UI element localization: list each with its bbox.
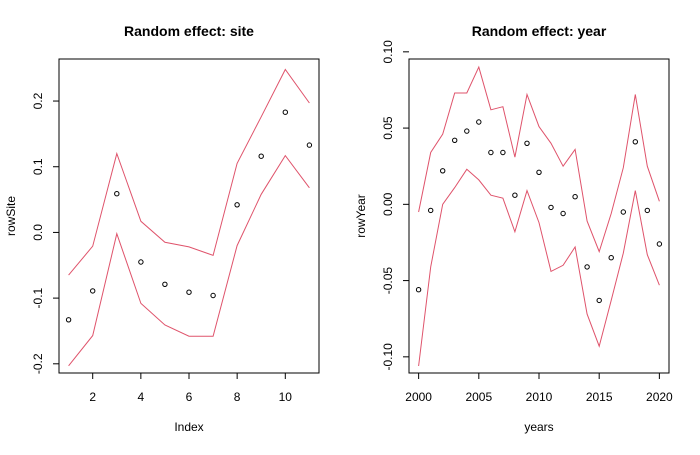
x-tick-label-site: 4 (138, 390, 145, 404)
data-point-site (65, 317, 72, 323)
data-point-site (138, 259, 144, 265)
data-point-year (596, 297, 602, 304)
x-tick-label-site: 8 (234, 390, 241, 404)
x-tick-label-site: 10 (279, 390, 293, 404)
data-point-year (464, 128, 470, 134)
data-point-year (644, 207, 650, 214)
y-axis-label-year: rowYear (354, 194, 368, 238)
y-tick-label-year: 0.05 (381, 116, 395, 140)
upper-bound-line-year (418, 65, 660, 254)
y-tick-label-year: -0.05 (381, 267, 395, 295)
data-point-year (488, 149, 494, 156)
y-tick-label-year: 0.00 (381, 192, 395, 216)
data-point-year (584, 264, 590, 270)
data-point-year (512, 192, 518, 198)
data-point-site (282, 109, 288, 115)
y-axis-label-site: rowSite (4, 196, 18, 236)
x-tick-label-site: 2 (89, 390, 96, 404)
data-point-year (572, 194, 578, 200)
data-point-site (114, 191, 120, 197)
x-tick-label-year: 2020 (646, 390, 673, 404)
y-tick-label-site: 0.1 (31, 158, 45, 175)
chart-marks-year: 2000 2005 2010 2015 2020 -0.10 -0.05 0.00 0.05 0.… (381, 40, 673, 404)
data-point-year (428, 207, 434, 214)
x-tick-label-year: 2000 (405, 390, 432, 404)
data-point-year (452, 137, 458, 144)
data-point-year (536, 169, 542, 176)
y-tick-label-year: 0.10 (381, 40, 395, 64)
data-point-site (186, 289, 192, 295)
data-point-site (90, 288, 96, 294)
data-point-year (620, 209, 626, 215)
data-point-year (415, 287, 422, 293)
data-point-year (476, 119, 482, 125)
x-tick-label-year: 2005 (465, 390, 492, 404)
lower-bound-line-site (68, 154, 310, 367)
y-tick-label-year: -0.10 (381, 343, 395, 371)
x-tick-label-site: 6 (186, 390, 193, 404)
chart-title-site: Random effect: site (124, 23, 254, 39)
data-point-site (306, 142, 313, 148)
y-tick-label-site: 0.0 (31, 224, 45, 241)
data-point-year (656, 241, 663, 247)
data-point-year (608, 255, 614, 261)
data-point-site (234, 202, 240, 208)
data-point-year (440, 168, 446, 174)
chart-title-year: Random effect: year (472, 23, 607, 39)
data-point-year (548, 204, 554, 211)
data-point-site (258, 153, 264, 159)
chart-marks-site: 2 4 6 8 10 -0.2 -0.1 0.0 0.1 0.2 (31, 68, 313, 404)
data-point-year (632, 139, 638, 145)
y-tick-label-site: -0.2 (31, 353, 45, 374)
y-tick-label-site: -0.1 (31, 287, 45, 308)
data-point-site (210, 292, 216, 299)
panel-site: Random effect: site Index rowSite 2 4 6 8 10… (4, 23, 320, 434)
data-point-year (500, 149, 506, 156)
data-point-site (162, 281, 168, 287)
data-point-year (560, 210, 566, 217)
x-axis-label-site: Index (174, 420, 203, 434)
x-tick-label-year: 2010 (526, 390, 553, 404)
upper-bound-line-site (68, 68, 310, 276)
x-tick-label-year: 2015 (586, 390, 613, 404)
data-point-year (524, 140, 530, 147)
panel-year: Random effect: year years rowYear 2000 20… (354, 23, 673, 434)
x-axis-label-year: years (524, 420, 553, 434)
y-tick-label-site: 0.2 (31, 92, 45, 109)
lower-bound-line-year (418, 168, 660, 367)
